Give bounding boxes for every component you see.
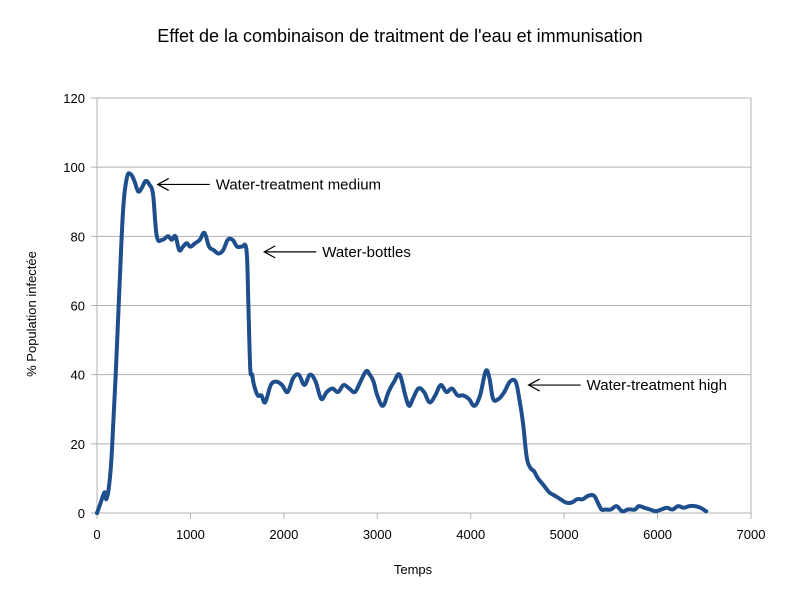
y-tick-label: 40 (71, 368, 85, 383)
x-tick-label: 3000 (363, 527, 392, 542)
x-axis-label: Temps (394, 562, 433, 577)
y-tick-label: 80 (71, 229, 85, 244)
x-tick-label: 5000 (550, 527, 579, 542)
y-tick-label: 20 (71, 437, 85, 452)
annotation-label: Water-bottles (322, 244, 411, 261)
y-tick-label: 120 (63, 91, 85, 106)
annotation: Water-bottles (262, 244, 411, 261)
annotations: Water-treatment medium Water-bottles Water… (156, 176, 727, 394)
y-tick-label: 0 (78, 506, 85, 521)
annotation: Water-treatment high (527, 377, 727, 394)
annotation-arrowhead (156, 177, 170, 191)
x-tick-label: 0 (93, 527, 100, 542)
chart-title: Effet de la combinaison de traitment de … (157, 26, 642, 46)
annotation-label: Water-treatment medium (216, 176, 381, 193)
annotation-arrowhead (262, 245, 276, 259)
series-line (95, 171, 709, 515)
x-tick-label: 2000 (269, 527, 298, 542)
x-tick-label: 4000 (456, 527, 485, 542)
annotation-label: Water-treatment high (587, 377, 727, 394)
annotation: Water-treatment medium (156, 176, 381, 193)
x-tick-label: 7000 (737, 527, 766, 542)
x-axis-ticks: 0 1000 2000 3000 4000 5000 6000 7000 (93, 513, 765, 542)
x-tick-label: 6000 (643, 527, 672, 542)
y-tick-label: 100 (63, 160, 85, 175)
y-axis-label: % Population infectée (24, 251, 39, 377)
y-tick-label: 60 (71, 299, 85, 314)
series-layer (95, 171, 709, 515)
x-tick-label: 1000 (176, 527, 205, 542)
annotation-arrowhead (527, 378, 540, 392)
y-axis-ticks: 0 20 40 60 80 100 120 (63, 91, 97, 521)
